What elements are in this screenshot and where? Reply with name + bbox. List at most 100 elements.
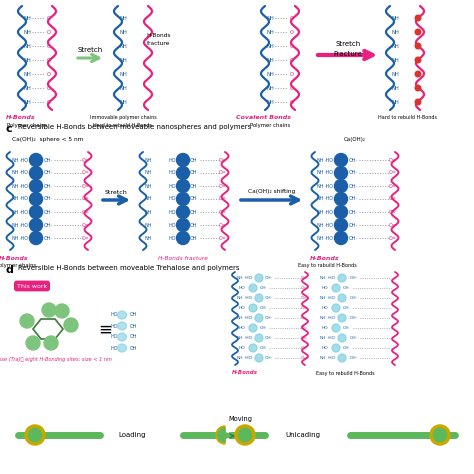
- Text: O=: O=: [219, 236, 227, 240]
- Text: OH·: OH·: [265, 276, 273, 280]
- Text: HO: HO: [239, 346, 246, 350]
- Text: NH: NH: [23, 29, 31, 35]
- Circle shape: [29, 219, 43, 231]
- Circle shape: [55, 304, 69, 318]
- Text: ·HO: ·HO: [325, 236, 334, 240]
- Text: OH·: OH·: [348, 183, 357, 189]
- Text: NH: NH: [320, 316, 326, 320]
- Text: O: O: [290, 16, 294, 20]
- Text: HO: HO: [239, 286, 246, 290]
- Circle shape: [176, 180, 190, 192]
- Text: HO: HO: [168, 183, 176, 189]
- Text: ·HO: ·HO: [19, 222, 28, 228]
- Text: Polymer chains: Polymer chains: [7, 122, 47, 128]
- Text: OH: OH: [343, 306, 349, 310]
- Text: O: O: [47, 57, 51, 63]
- Text: NH: NH: [266, 85, 274, 91]
- Ellipse shape: [255, 334, 263, 342]
- Text: c: c: [6, 124, 13, 134]
- Text: This work: This work: [17, 283, 47, 289]
- Text: OH: OH: [260, 326, 266, 330]
- Text: NH: NH: [266, 44, 274, 48]
- Text: Covalent Bonds: Covalent Bonds: [237, 115, 292, 119]
- Text: NH: NH: [119, 16, 127, 20]
- Text: NH: NH: [266, 57, 274, 63]
- Text: O=: O=: [219, 197, 227, 201]
- Text: NH: NH: [266, 16, 274, 20]
- Text: NH: NH: [119, 100, 127, 104]
- Text: H-Bonds: H-Bonds: [0, 255, 29, 261]
- Text: HO: HO: [239, 326, 246, 330]
- Circle shape: [335, 206, 347, 219]
- Text: O=: O=: [82, 210, 90, 215]
- Text: NH: NH: [23, 44, 31, 48]
- Circle shape: [29, 206, 43, 219]
- Text: OH·: OH·: [44, 236, 53, 240]
- Text: NH: NH: [316, 171, 324, 175]
- Circle shape: [415, 29, 421, 35]
- Text: H-Bonds fracture: H-Bonds fracture: [158, 255, 208, 261]
- Text: Polymer chains: Polymer chains: [250, 122, 290, 128]
- Circle shape: [335, 180, 347, 192]
- Ellipse shape: [338, 334, 346, 342]
- Text: ·HO: ·HO: [19, 210, 28, 215]
- Text: NH: NH: [23, 100, 31, 104]
- Text: Polymer chains: Polymer chains: [0, 264, 36, 268]
- Text: NH: NH: [144, 197, 152, 201]
- Text: OH: OH: [190, 236, 198, 240]
- Ellipse shape: [338, 294, 346, 302]
- Text: OH·: OH·: [350, 356, 358, 360]
- Text: OH·: OH·: [350, 336, 358, 340]
- Text: Stretch: Stretch: [336, 41, 361, 47]
- Text: NH: NH: [391, 85, 399, 91]
- Text: Stretch: Stretch: [105, 190, 128, 194]
- Circle shape: [236, 426, 254, 444]
- Text: Easy to rabuild H-Bonds: Easy to rabuild H-Bonds: [298, 264, 356, 268]
- Text: HO: HO: [322, 286, 328, 290]
- Circle shape: [26, 336, 40, 350]
- Text: NH: NH: [11, 157, 19, 163]
- Text: HO: HO: [322, 326, 328, 330]
- Text: OH·: OH·: [350, 316, 358, 320]
- Text: NH: NH: [320, 276, 326, 280]
- Circle shape: [335, 154, 347, 166]
- Text: ·HO: ·HO: [19, 171, 28, 175]
- Text: O=: O=: [301, 346, 308, 350]
- Text: NH: NH: [320, 296, 326, 300]
- Ellipse shape: [255, 294, 263, 302]
- Text: HO: HO: [168, 197, 176, 201]
- Text: O=: O=: [389, 197, 397, 201]
- Ellipse shape: [255, 354, 263, 362]
- Text: O=: O=: [301, 286, 308, 290]
- Text: NH: NH: [144, 236, 152, 240]
- Ellipse shape: [332, 304, 340, 312]
- Ellipse shape: [118, 344, 127, 352]
- Circle shape: [20, 314, 34, 328]
- Text: O: O: [47, 16, 51, 20]
- Text: ·HO: ·HO: [328, 276, 336, 280]
- Text: NH: NH: [144, 183, 152, 189]
- Text: NH: NH: [23, 85, 31, 91]
- Circle shape: [335, 192, 347, 206]
- Text: NH: NH: [391, 57, 399, 63]
- Circle shape: [44, 336, 58, 350]
- Text: NH: NH: [144, 171, 152, 175]
- Text: HO: HO: [110, 323, 118, 328]
- Ellipse shape: [332, 284, 340, 292]
- Text: NH: NH: [11, 183, 19, 189]
- Ellipse shape: [118, 333, 127, 341]
- Ellipse shape: [255, 314, 263, 322]
- Text: HO: HO: [168, 236, 176, 240]
- Text: HO: HO: [110, 346, 118, 350]
- Circle shape: [415, 71, 421, 77]
- Text: OH: OH: [190, 183, 198, 189]
- Ellipse shape: [338, 274, 346, 282]
- Text: OH: OH: [343, 346, 349, 350]
- Text: ·HO: ·HO: [245, 296, 253, 300]
- Text: NH: NH: [237, 356, 243, 360]
- Text: NH: NH: [391, 44, 399, 48]
- Text: O=: O=: [301, 336, 308, 340]
- Text: Immovable polymer chains: Immovable polymer chains: [90, 115, 156, 119]
- Text: OH: OH: [130, 323, 137, 328]
- Text: OH: OH: [68, 323, 74, 327]
